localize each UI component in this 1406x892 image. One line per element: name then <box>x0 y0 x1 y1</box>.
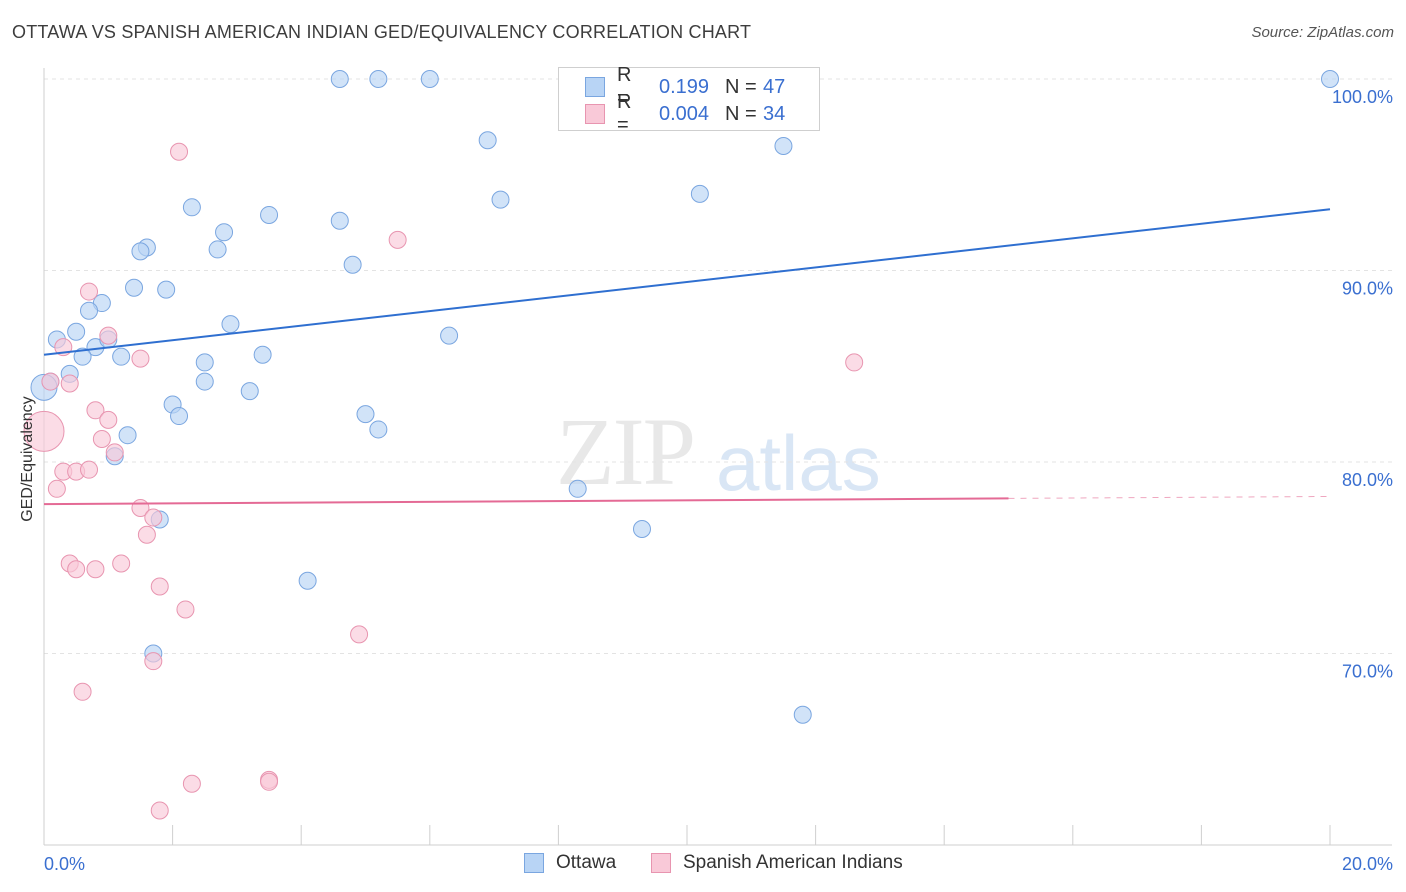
ottawa-point-41 <box>568 479 587 498</box>
ottawa-point-36 <box>170 407 189 426</box>
spanish-trend-line <box>43 497 1009 506</box>
spanish-point-5 <box>131 349 150 368</box>
ottawa-point-27 <box>112 347 131 366</box>
spanish-point-26 <box>176 600 195 619</box>
ottawa-point-29 <box>195 353 214 372</box>
bottom-legend-ottawa: Ottawa <box>524 852 616 874</box>
spanish-point-25 <box>150 577 169 596</box>
x-tick-label-0: 0.0% <box>44 854 85 874</box>
legend-swatch-ottawa <box>585 77 605 97</box>
spanish-point-7 <box>41 372 60 391</box>
legend-n-label: N = <box>725 102 757 125</box>
ottawa-point-13 <box>131 242 150 261</box>
ottawa-point-5 <box>774 137 793 156</box>
bottom-legend-spanish: Spanish American Indians <box>651 852 903 874</box>
spanish-point-0 <box>170 142 189 161</box>
spanish-point-1 <box>388 230 407 249</box>
ottawa-point-14 <box>208 240 227 259</box>
spanish-point-6 <box>845 353 864 372</box>
bottom-legend-label-ottawa: Ottawa <box>556 852 617 873</box>
bottom-legend-swatch-spanish <box>651 853 671 873</box>
ottawa-point-32 <box>195 372 214 391</box>
ottawa-point-3 <box>1321 70 1339 88</box>
spanish-trend-line-extension <box>1008 495 1331 499</box>
ottawa-point-37 <box>356 405 375 424</box>
ottawa-point-2 <box>420 70 439 88</box>
ottawa-point-8 <box>182 198 201 217</box>
spanish-point-22 <box>67 560 86 579</box>
ottawa-point-23 <box>440 326 459 345</box>
ottawa-point-11 <box>215 223 234 242</box>
legend-r-label: R = <box>617 64 632 109</box>
ottawa-point-6 <box>491 190 510 209</box>
spanish-point-2 <box>80 282 99 301</box>
y-tick-label-1: 90.0% <box>1342 279 1393 299</box>
source-label: Source: ZipAtlas.com <box>1251 24 1394 41</box>
legend-swatch-spanish <box>585 104 605 124</box>
ottawa-point-38 <box>369 420 388 439</box>
legend-r-value-ottawa: 0.199 <box>659 75 710 98</box>
ottawa-point-17 <box>157 280 176 299</box>
ottawa-point-21 <box>67 322 86 341</box>
spanish-point-20 <box>137 525 156 544</box>
legend-n-value-ottawa: 47 <box>763 75 786 98</box>
spanish-point-17 <box>47 479 66 498</box>
spanish-point-3 <box>99 326 118 345</box>
legend-row-spanish: R = 0.004 N = 34 <box>585 91 786 136</box>
spanish-point-16 <box>80 460 99 479</box>
y-tick-label-2: 80.0% <box>1342 470 1393 490</box>
ottawa-trend-line <box>43 208 1331 356</box>
bottom-legend-swatch-ottawa <box>524 853 544 873</box>
spanish-point-13 <box>105 443 124 462</box>
ottawa-point-33 <box>240 382 259 401</box>
ottawa-point-1 <box>369 70 388 88</box>
spanish-point-11 <box>92 430 111 449</box>
ottawa-point-19 <box>80 301 99 320</box>
spanish-point-33 <box>150 801 169 820</box>
spanish-point-19 <box>144 508 163 527</box>
legend-box: R = 0.199 N = 47 R = 0.004 N = 34 <box>558 64 820 136</box>
spanish-point-24 <box>112 554 131 573</box>
ottawa-point-26 <box>73 347 92 366</box>
legend-n-value-spanish: 34 <box>763 102 786 125</box>
ottawa-point-15 <box>343 255 362 274</box>
bottom-legend-label-spanish: Spanish American Indians <box>683 852 903 873</box>
ottawa-point-4 <box>478 131 497 150</box>
x-tick-label-1: 20.0% <box>1342 854 1393 874</box>
ottawa-point-28 <box>253 345 272 364</box>
ottawa-point-44 <box>298 571 317 590</box>
bottom-legend: Ottawa Spanish American Indians <box>0 852 1406 878</box>
y-axis-label: GED/Equivalency <box>19 396 36 522</box>
ottawa-point-20 <box>221 315 240 334</box>
ottawa-point-10 <box>330 211 349 230</box>
chart-title: OTTAWA VS SPANISH AMERICAN INDIAN GED/EQ… <box>12 22 752 42</box>
spanish-point-10 <box>99 410 118 429</box>
spanish-point-27 <box>350 625 369 644</box>
y-tick-label-3: 70.0% <box>1342 662 1393 682</box>
legend-r-value-spanish: 0.004 <box>659 102 710 125</box>
ottawa-point-46 <box>793 705 812 724</box>
ottawa-point-7 <box>690 184 709 203</box>
y-tick-label-0: 100.0% <box>1332 87 1393 107</box>
ottawa-point-39 <box>118 426 137 445</box>
spanish-point-29 <box>73 682 92 701</box>
spanish-point-31 <box>260 772 279 791</box>
spanish-point-28 <box>144 652 163 671</box>
spanish-point-23 <box>86 560 105 579</box>
ottawa-point-16 <box>125 278 144 297</box>
legend-r-label: R = <box>617 91 632 136</box>
watermark-atlas: atlas <box>716 419 881 507</box>
ottawa-point-43 <box>632 520 651 539</box>
spanish-point-9 <box>86 401 105 420</box>
legend-row-ottawa: R = 0.199 N = 47 <box>585 64 786 109</box>
spanish-point-32 <box>182 774 201 793</box>
ottawa-point-9 <box>260 205 279 224</box>
spanish-point-8 <box>60 374 79 393</box>
ottawa-point-0 <box>330 70 349 88</box>
spanish-point-12 <box>23 410 65 452</box>
legend-n-label: N = <box>725 75 757 98</box>
